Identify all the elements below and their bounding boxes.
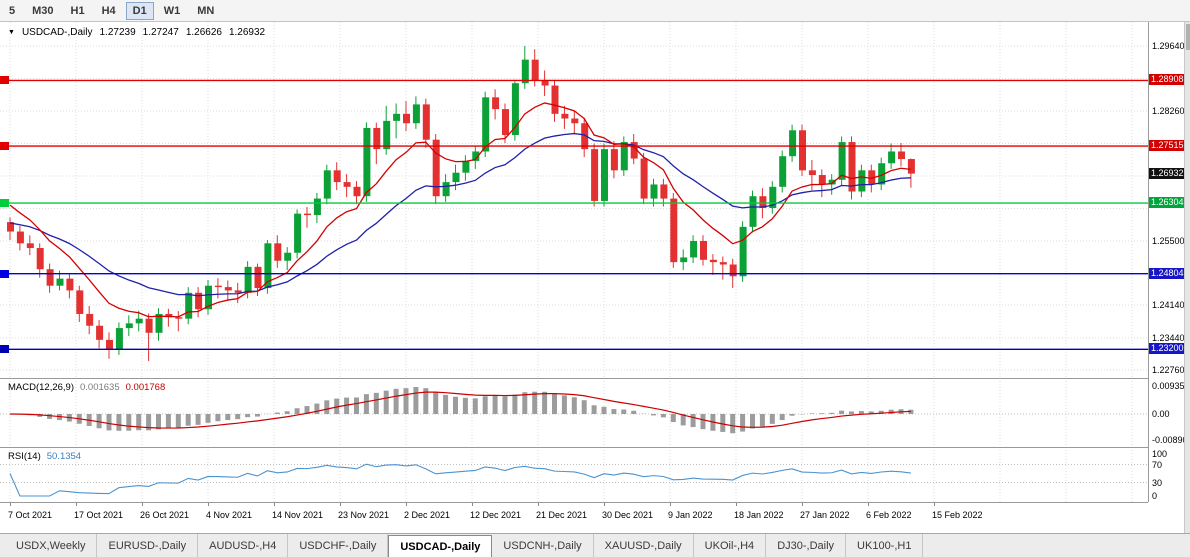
time-axis-label: 18 Jan 2022 [734,510,784,520]
rsi-panel-canvas[interactable] [0,447,1148,502]
chart-title: ▼ USDCAD-,Daily 1.27239 1.27247 1.26626 … [8,27,265,38]
timeframe-m30-button[interactable]: M30 [25,2,60,20]
price-axis-label: 1.28260 [1152,105,1185,116]
time-axis-label: 2 Dec 2021 [404,510,451,520]
macd-name: MACD(12,26,9) [8,382,74,393]
time-axis-tick [670,503,671,506]
time-axis-tick [868,503,869,506]
price-axis-label: 1.23440 [1152,332,1185,343]
rsi-axis-label: 70 [1152,459,1163,470]
rsi-indicator-label: RSI(14) 50.1354 [8,451,81,462]
tab-uk100-h1[interactable]: UK100-,H1 [846,534,924,557]
macd-main-value: 0.001635 [80,382,120,393]
timeframe-m5-button[interactable]: 5 [2,2,22,20]
timeframe-h1-button[interactable]: H1 [64,2,92,20]
time-axis-label: 6 Feb 2022 [866,510,912,520]
time-axis-tick [10,503,11,506]
timeframe-mn-button[interactable]: MN [190,2,221,20]
scrollbar-thumb[interactable] [1186,24,1190,50]
time-axis[interactable]: 7 Oct 2021 17 Oct 2021 26 Oct 2021 4 Nov 20… [0,502,1148,533]
price-chart-canvas[interactable] [0,22,1148,378]
price-close-value: 1.26932 [228,27,266,38]
price-badge: 1.26932 [1149,167,1185,179]
time-axis-label: 27 Jan 2022 [800,510,850,520]
time-axis-label: 4 Nov 2021 [206,510,253,520]
macd-axis-label: 0.00 [1152,409,1170,419]
timeframe-toolbar: 5 M30 H1 H4 D1 W1 MN [0,0,1190,22]
timeframe-h4-button[interactable]: H4 [95,2,123,20]
tab-audusd-h4[interactable]: AUDUSD-,H4 [198,534,289,557]
price-line-left-marker [0,269,9,278]
macd-panel-canvas[interactable] [0,378,1148,447]
price-line-left-marker [0,199,9,208]
chart-expand-icon[interactable]: ▼ [8,28,15,36]
tab-xauusd-daily[interactable]: XAUUSD-,Daily [594,534,694,557]
macd-indicator-label: MACD(12,26,9) 0.001635 0.001768 [8,382,165,393]
macd-signal-value: 0.001768 [125,382,166,393]
price-open-value: 1.27239 [99,27,136,38]
price-high-value: 1.27247 [142,27,179,38]
tab-usdcad-daily[interactable]: USDCAD-,Daily [388,535,493,557]
time-axis-tick [934,503,935,506]
time-axis-tick [538,503,539,506]
time-axis-label: 30 Dec 2021 [602,510,654,520]
time-axis-tick [472,503,473,506]
price-line-left-marker [0,142,9,151]
time-axis-tick [406,503,407,506]
time-axis-label: 26 Oct 2021 [140,510,190,520]
time-axis-label: 17 Oct 2021 [74,510,124,520]
rsi-axis-label: 0 [1152,491,1158,501]
price-low-value: 1.26626 [185,27,222,38]
tab-usdchf-daily[interactable]: USDCHF-,Daily [288,534,389,557]
chart-tab-bar: USDX,Weekly EURUSD-,Daily AUDUSD-,H4 USD… [0,533,1190,557]
price-axis-label: 1.25500 [1152,235,1185,246]
time-axis-label: 7 Oct 2021 [8,510,53,520]
chart-window: ▼ USDCAD-,Daily 1.27239 1.27247 1.26626 … [0,22,1190,533]
price-badge: 1.27515 [1149,140,1185,152]
price-badge: 1.26304 [1149,197,1185,209]
price-axis-label: 1.29640 [1152,41,1185,51]
tab-usdx-weekly[interactable]: USDX,Weekly [5,534,98,557]
time-axis-label: 9 Jan 2022 [668,510,713,520]
time-axis-label: 12 Dec 2021 [470,510,522,520]
time-axis-label: 15 Feb 2022 [932,510,983,520]
tab-ukoil-h4[interactable]: UKOil-,H4 [694,534,767,557]
tab-usdcnh-daily[interactable]: USDCNH-,Daily [492,534,594,557]
time-axis-tick [604,503,605,506]
price-badge: 1.28908 [1149,74,1185,86]
chart-symbol-period: USDCAD-,Daily [21,27,93,38]
price-line-left-marker [0,76,9,85]
time-axis-label: 14 Nov 2021 [272,510,324,520]
price-axis[interactable]: 1.29640 1.28260 1.25500 1.24140 1.23440 1.227… [1148,22,1188,502]
time-axis-tick [340,503,341,506]
timeframe-d1-button[interactable]: D1 [125,1,154,20]
timeframe-w1-button[interactable]: W1 [157,2,188,20]
time-axis-tick [208,503,209,506]
macd-panel-separator[interactable] [0,378,1184,379]
time-axis-tick [76,503,77,506]
time-axis-tick [802,503,803,506]
rsi-value: 50.1354 [46,451,82,462]
time-axis-tick [736,503,737,506]
rsi-axis-label: 30 [1152,477,1163,488]
time-axis-label: 23 Nov 2021 [338,510,390,520]
macd-axis-label: -0.00890 [1152,435,1188,445]
price-axis-label: 1.22760 [1152,364,1185,375]
time-axis-tick [274,503,275,506]
price-badge: 1.24804 [1149,267,1185,279]
time-axis-label: 21 Dec 2021 [536,510,588,520]
time-axis-tick [142,503,143,506]
tab-eurusd-daily[interactable]: EURUSD-,Daily [97,534,199,557]
price-badge: 1.23200 [1149,343,1185,355]
price-line-left-marker [0,345,9,354]
price-axis-label: 1.24140 [1152,300,1185,310]
rsi-name: RSI(14) [8,451,41,462]
vertical-scrollbar[interactable] [1184,22,1190,533]
tab-dj30-daily[interactable]: DJ30-,Daily [766,534,847,557]
rsi-axis-label: 100 [1152,449,1168,459]
macd-axis-label: 0.00935 [1152,381,1185,391]
rsi-panel-separator[interactable] [0,447,1184,448]
